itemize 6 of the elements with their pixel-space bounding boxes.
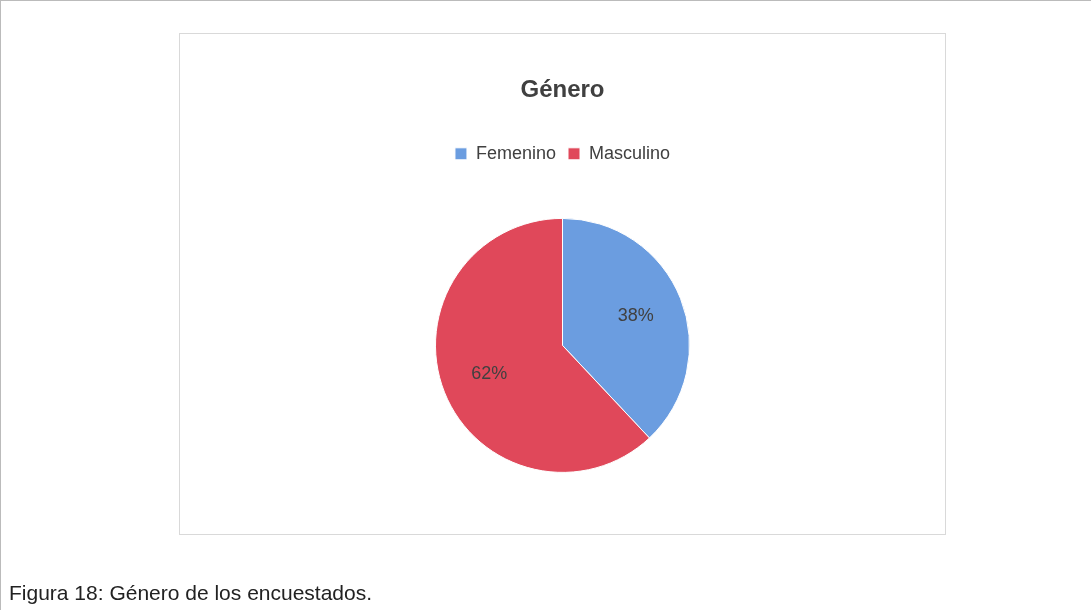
data-label: 62%	[471, 363, 508, 384]
text: Figura 18: Género de los encuestados.	[9, 581, 373, 605]
legend-label: Femenino	[475, 142, 557, 163]
legend-label: Masculino	[589, 142, 671, 163]
data-label: 38%	[617, 305, 654, 326]
chart-title: Género	[520, 75, 605, 103]
